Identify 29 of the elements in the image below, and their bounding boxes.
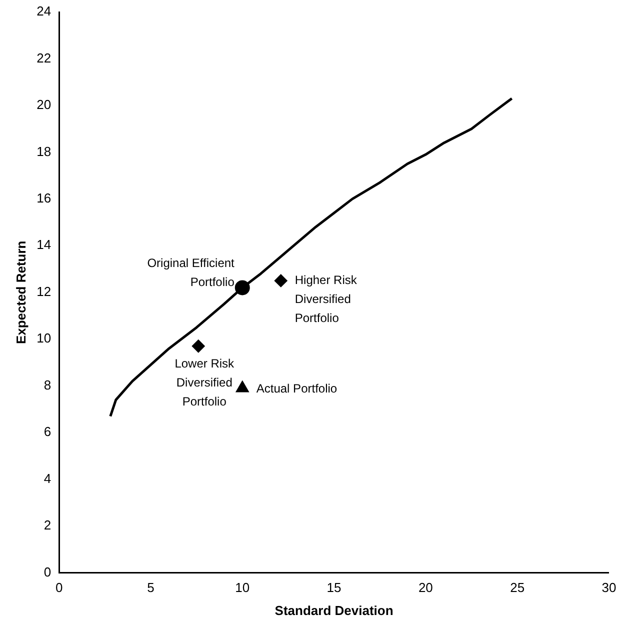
y-tick-label: 0 bbox=[44, 564, 52, 580]
annotation: Higher Risk Diversified Portfolio bbox=[294, 273, 358, 326]
y-tick-label: 24 bbox=[36, 4, 52, 19]
x-axis-title: Standard Deviation bbox=[274, 602, 394, 618]
x-tick-label: 20 bbox=[418, 580, 433, 596]
y-tick-label: 2 bbox=[44, 518, 52, 533]
point bbox=[192, 340, 205, 353]
x-tick-label: 15 bbox=[326, 580, 342, 596]
y-tick-label: 18 bbox=[36, 144, 52, 159]
annotation: Lower Risk Diversified Portfolio bbox=[174, 356, 236, 408]
x-tick-label: 30 bbox=[602, 580, 616, 596]
y-tick-label: 12 bbox=[36, 284, 52, 299]
y-tick-label: 8 bbox=[44, 377, 52, 392]
point bbox=[236, 380, 249, 392]
x-tick-label: 25 bbox=[510, 580, 525, 596]
annotation: Actual Portfolio bbox=[256, 382, 338, 396]
point bbox=[274, 274, 288, 288]
annotation: Original Efficient Portfolio bbox=[147, 256, 236, 290]
y-tick-label: 22 bbox=[36, 50, 52, 66]
y-tick-label: 6 bbox=[44, 424, 52, 440]
y-tick-label: 4 bbox=[44, 470, 52, 486]
y-tick-label: 16 bbox=[36, 190, 52, 206]
y-tick-label: 14 bbox=[36, 237, 52, 252]
y-axis-title: Expected Return bbox=[13, 240, 28, 344]
y-tick-label: 10 bbox=[36, 330, 52, 346]
x-tick-label: 10 bbox=[235, 580, 250, 596]
x-tick-label: 5 bbox=[147, 580, 154, 596]
y-tick-label: 20 bbox=[36, 97, 52, 112]
x-tick-label: 0 bbox=[55, 580, 63, 596]
